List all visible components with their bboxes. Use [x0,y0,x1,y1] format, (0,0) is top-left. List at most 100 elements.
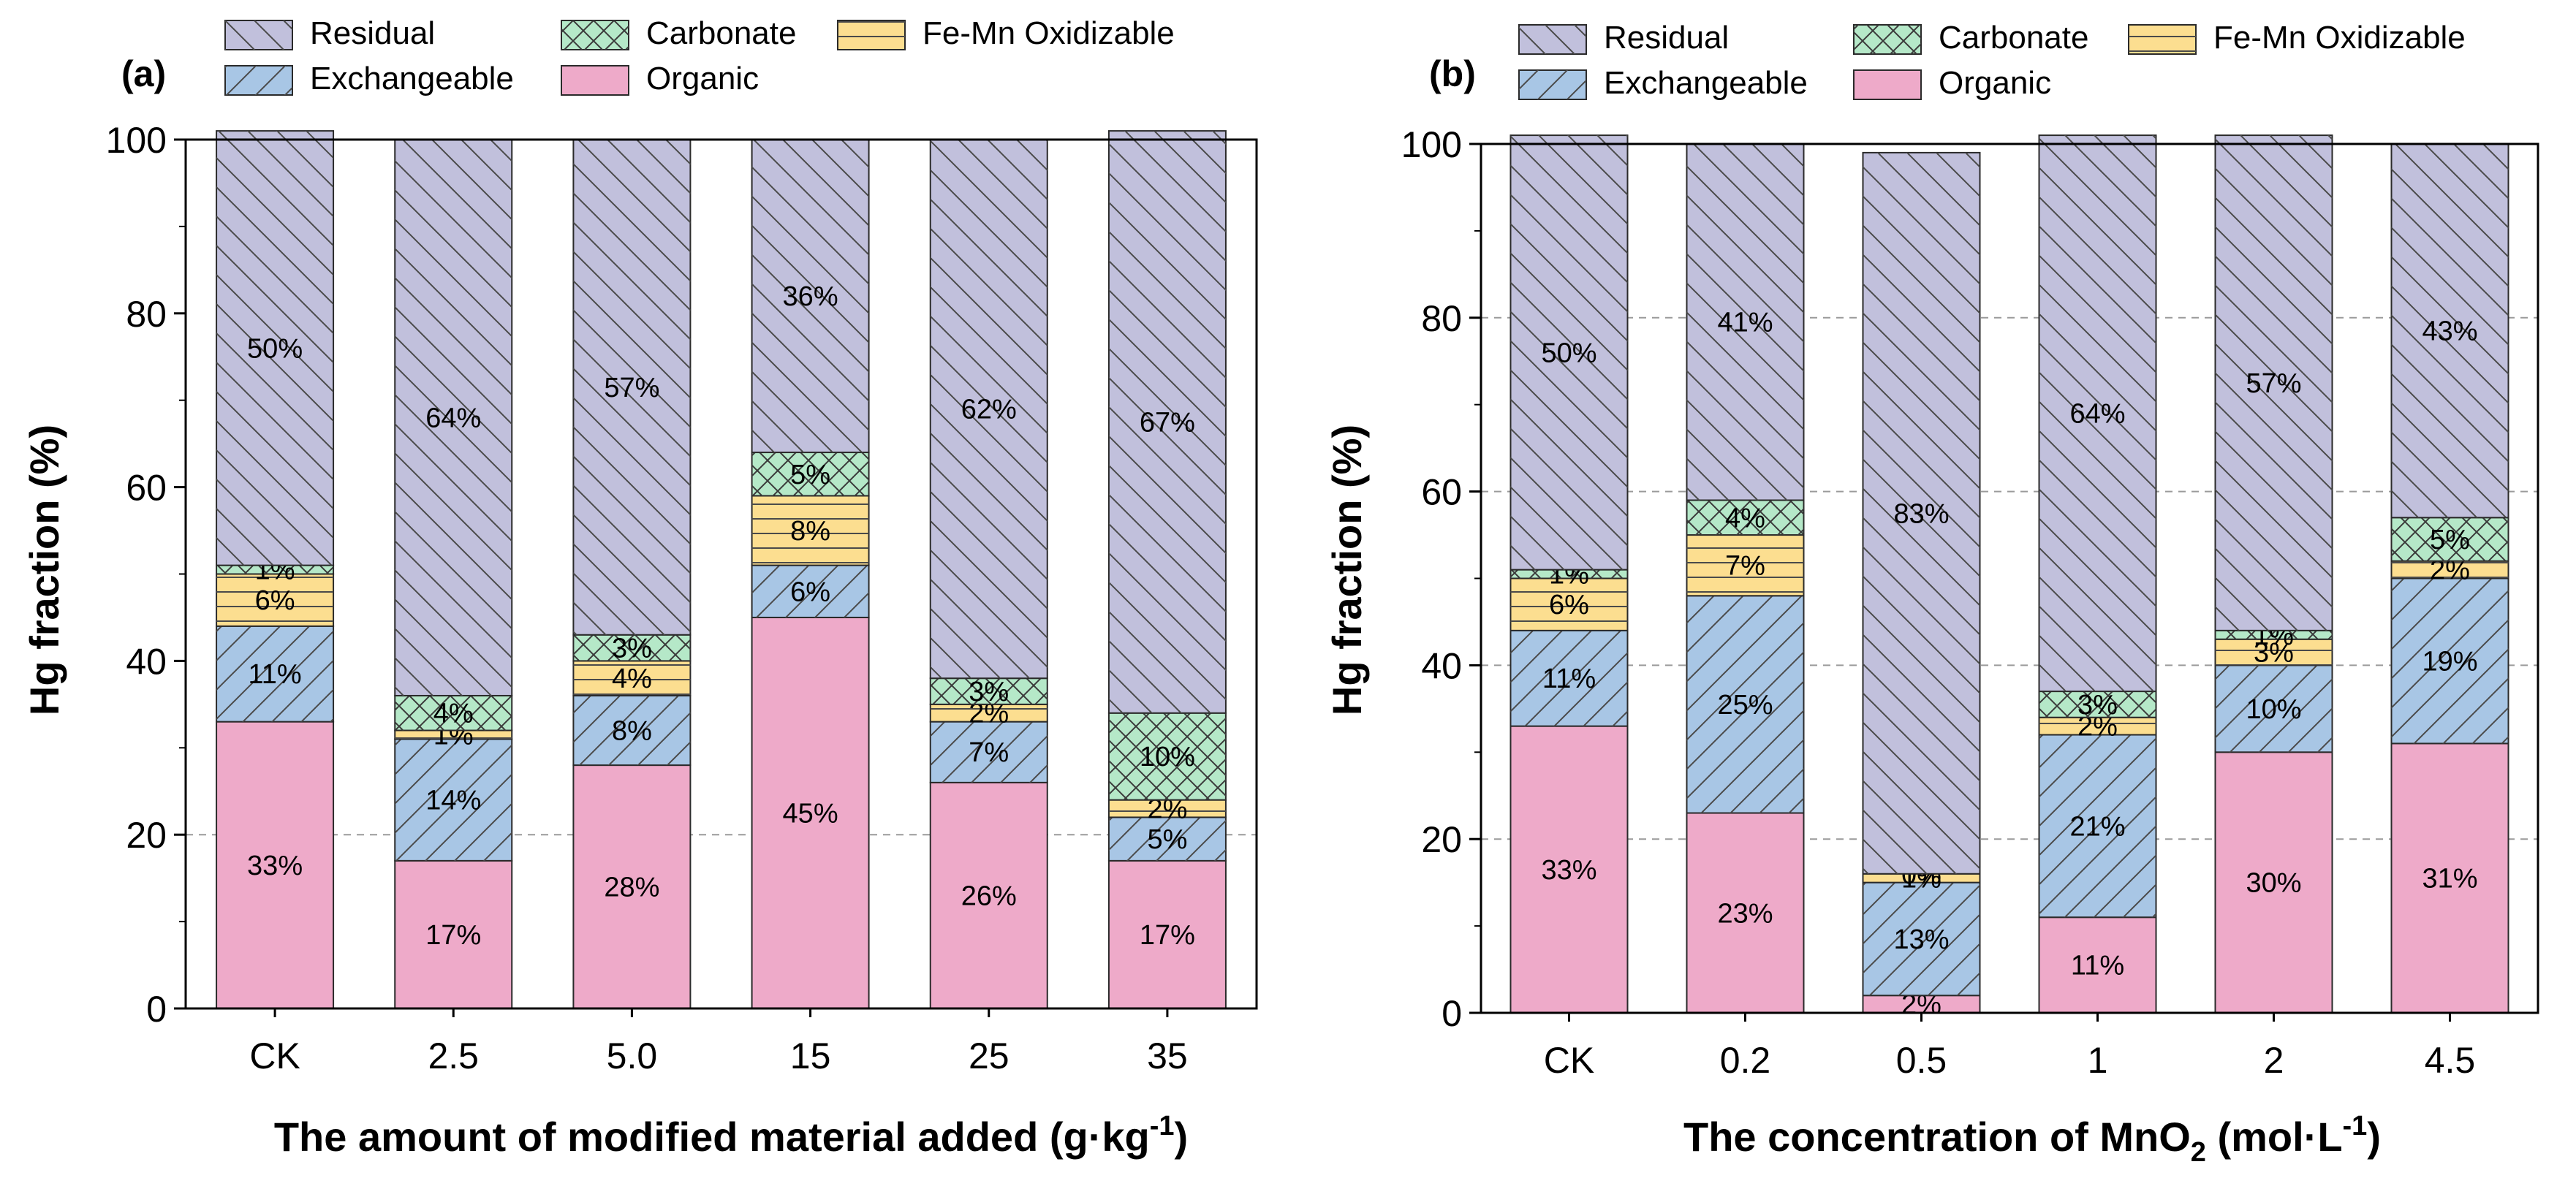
panel-a-plot-frame [184,138,1258,1010]
panel-a-data-label-35-exchangeable: 5% [1147,824,1187,855]
panel-b-bar-4-5-carbonate-pattern [2391,517,2509,561]
panel-a-x-tick-label: 15 [790,1036,831,1076]
panel-b-legend-swatch-fe-mn-oxidizable-pattern [2129,25,2196,54]
panel-b-bar-0-2-fe-mn-oxidizable-pattern [1686,535,1804,596]
panel-b-y-tick-label: 60 [1421,472,1462,513]
panel-a-data-label-ck-exchangeable: 11% [248,659,301,690]
panel-a-x-tick-label: 25 [969,1036,1009,1076]
panel-b-label: (b) [1429,53,1476,94]
panel-a-legend-swatch-fe-mn-oxidizable-pattern [838,20,905,50]
panel-b-data-label-0-2-exchangeable: 25% [1717,690,1773,721]
panel-b-legend-label-exchangeable: Exchangeable [1604,65,1808,101]
panel-b-bar-2-fe-mn-oxidizable-pattern [2215,639,2333,666]
panel-a-legend: Residual Carbonate Fe-Mn Oxidizable Exchang… [224,15,1175,96]
panel-b-y-tick-label: 100 [1401,124,1462,165]
panel-b-legend-label-fe-mn-oxidizable: Fe-Mn Oxidizable [2213,20,2466,56]
panel-a-data-label-35-carbonate: 10% [1140,742,1195,772]
panel-a-data-label-5-0-organic: 28% [604,873,659,903]
panel-b-bar-4-5-fe-mn-oxidizable-pattern [2391,560,2509,579]
panel-b-data-label-0-2-residual: 41% [1717,308,1773,338]
panel-a-bar-15-residual-pattern [751,140,869,453]
panel-a-data-label-15-fe-mn-oxidizable: 8% [790,516,830,547]
panel-a-data-label-2-5-carbonate: 4% [433,699,474,729]
panel-a-bar-15-exchangeable-pattern [751,565,869,618]
panel-a-legend-label-fe-mn-oxidizable: Fe-Mn Oxidizable [923,15,1175,51]
panel-b-data-label-2-organic: 30% [2246,868,2301,899]
panel-a-legend-swatch-residual-pattern [225,20,292,50]
panel-a-legend-label-carbonate: Carbonate [646,15,796,51]
panel-a-bar-5-0-residual-pattern [573,140,691,635]
panel-a-data-label-2-5-residual: 64% [425,403,481,433]
panel-a-data-label-25-exchangeable: 7% [969,737,1009,768]
panel-b-data-label-0-2-fe-mn-oxidizable: 7% [1725,551,1765,582]
panel-a-x-tick-label: CK [249,1036,300,1076]
panel-b-y-tick-label: 20 [1421,819,1462,860]
panel-a-data-label-ck-fe-mn-oxidizable: 6% [255,585,295,616]
panel-b-data-label-0-5-residual: 83% [1893,498,1949,529]
panel-b-data-label-0-2-carbonate: 4% [1725,503,1765,533]
panel-b-bar-1-fe-mn-oxidizable-pattern [2039,717,2156,735]
panel-a-data-label-35-residual: 67% [1140,407,1195,438]
panel-a-ylabel: Hg fraction (%) [21,425,67,715]
panel-a-legend-label-residual: Residual [310,15,435,51]
panel-a-bar-5-0-fe-mn-oxidizable-pattern [573,661,691,696]
panel-a-bar-ck-organic [216,721,335,1009]
panel-b-x-tick-label: CK [1544,1040,1594,1081]
panel-b-bar-0-5-fe-mn-oxidizable-pattern [1863,873,1980,883]
panel-a-bar-ck-residual-pattern [216,131,334,566]
panel-b-legend-swatch-exchangeable-pattern [1519,70,1586,99]
panel-a-legend-label-exchangeable: Exchangeable [310,61,514,96]
panel-a-data-label-15-residual: 36% [783,281,838,312]
panel-a-bar-35-residual-pattern [1108,131,1226,713]
panel-b-bar-1-residual-pattern [2039,135,2156,692]
panel-a-bar-2-5-exchangeable-pattern [395,739,512,861]
panel-a-x-tick-label: 35 [1147,1036,1188,1076]
panel-b-bar-0-2-exchangeable-pattern [1686,596,1804,813]
panel-a-bar-25-carbonate-pattern [930,678,1048,704]
panel-b-data-label-ck-residual: 50% [1541,338,1596,368]
panel-b-x-tick-label: 0.5 [1896,1040,1947,1081]
panel-a-bar-5-0-exchangeable-pattern [573,695,691,766]
panel-b-bar-ck-residual-pattern [1510,135,1628,570]
panel-a-xlabel: The amount of modified material added (g… [274,1111,1188,1160]
panel-b-plot-frame [1480,142,2539,1014]
panel-b-bar-2-organic [2214,751,2333,1014]
panel-a-bar-ck-exchangeable-pattern [216,626,334,722]
panel-b-legend-label-organic: Organic [1939,65,2051,101]
panel-a-x-tick-label: 2.5 [428,1036,479,1076]
panel-a-legend-swatch-organic [561,65,629,96]
panel-b-data-label-4-5-organic: 31% [2422,864,2477,894]
panel-a-data-label-2-5-organic: 17% [425,920,481,951]
panel-b-y-tick-label: 40 [1421,645,1462,686]
panel-b-bar-0-2-carbonate-pattern [1686,500,1804,536]
panel-a-y-tick-label: 40 [126,641,167,682]
panel-b-bar-0-5-residual-pattern [1863,152,1980,874]
panel-a-bar-2-5-residual-pattern [395,140,512,696]
panel-a-bar-25-fe-mn-oxidizable-pattern [930,704,1048,722]
panel-b-data-label-0-2-organic: 23% [1717,898,1773,929]
panel-b-bar-ck-exchangeable-pattern [1510,630,1628,726]
panel-b-bar-1-exchangeable-pattern [2039,734,2156,918]
panel-b-bar-0-5-exchangeable-pattern [1863,882,1980,996]
panel-a-legend-label-organic: Organic [646,61,759,96]
panel-a-data-label-ck-organic: 33% [247,851,303,881]
panel-a-data-label-ck-residual: 50% [247,333,303,364]
panel-b-x-tick-label: 2 [2264,1040,2284,1081]
panel-b-data-label-1-organic: 11% [2071,951,2124,981]
panel-b-legend-swatch-residual-pattern [1519,25,1586,54]
panel-a-data-label-25-organic: 26% [961,881,1017,911]
panel-a-data-label-25-residual: 62% [961,395,1017,425]
panel-a-y-tick-label: 20 [126,815,167,856]
panel-a-bar-ck-carbonate-pattern [216,565,334,574]
panel-a-x-tick-label: 5.0 [607,1036,658,1076]
panel-b-data-label-4-5-residual: 43% [2422,316,2477,347]
panel-a-bar-15-carbonate-pattern [751,452,869,496]
panel-a-data-label-5-0-fe-mn-oxidizable: 4% [612,664,652,694]
panel-a-data-label-15-organic: 45% [783,798,838,829]
panel-a-data-label-5-0-residual: 57% [604,373,659,403]
panel-a-data-label-15-exchangeable: 6% [790,577,830,607]
panel-a-label: (a) [121,53,166,94]
panel-a-bar-5-0-carbonate-pattern [573,634,691,661]
panel-b-data-label-ck-exchangeable: 11% [1542,664,1596,694]
